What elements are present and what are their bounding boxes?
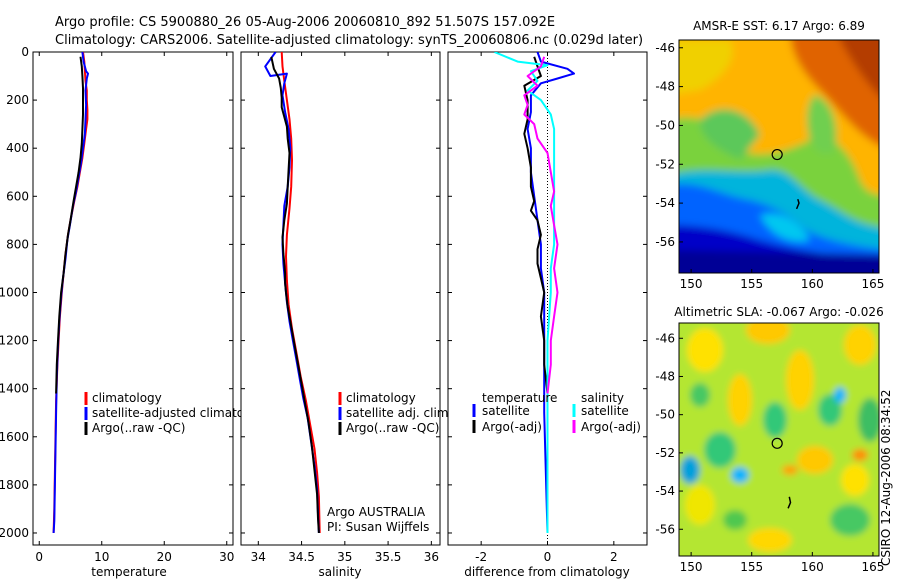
lat-tick-label: -54: [655, 196, 675, 210]
depth-tick-label: 1800: [0, 478, 29, 492]
depth-tick-label: 600: [6, 189, 29, 203]
sla-map-ticks: 150 155 160 165 -46 -48 -50 -52 -54 -56: [655, 331, 884, 574]
temperature-panel: 0 200 400 600 800 1000 1200 1400 1600 1800 2000 0 1…: [0, 45, 270, 579]
temperature-axis-ticks: 0 10 20 30: [35, 52, 234, 564]
legend-label-climatology: climatology: [92, 391, 162, 405]
lon-tick-label: 160: [801, 277, 824, 291]
salinity-axis-ticks: 34 34.5 35 35.5 36: [251, 52, 439, 564]
depth-tick-label: 1200: [0, 334, 29, 348]
x-tick-label: 0: [35, 550, 43, 564]
legend-label-argo: Argo(..raw -QC): [92, 421, 185, 435]
x-tick-label: 34: [251, 550, 266, 564]
difference-legend: temperature satellite Argo(-adj) salinit…: [472, 391, 641, 434]
sla-profile-location-marker: [771, 437, 783, 449]
salinity-depth-ticks: [241, 51, 440, 534]
x-tick-label: 20: [157, 550, 172, 564]
difference-panel: -2 0 2 difference from climatology tempera…: [447, 51, 648, 579]
lat-tick-label: -48: [655, 80, 675, 94]
legend-label-climatology: climatology: [346, 391, 416, 405]
sst-map-frame: [678, 39, 880, 274]
lon-tick-label: 165: [861, 277, 884, 291]
lat-tick-label: -48: [655, 369, 675, 383]
x-tick-label: 0: [544, 550, 552, 564]
lon-tick-label: 165: [861, 560, 884, 574]
series-line-climatology: [280, 52, 321, 534]
temperature-profiles: [52, 52, 89, 534]
depth-tick-label: 0: [21, 45, 29, 59]
salinity-legend: climatology satellite adj. clim. Argo(..…: [338, 391, 452, 435]
x-tick-label: 10: [94, 550, 109, 564]
sst-map-panel: AMSR-E SST: 6.17 Argo: 6.89 150 155 160 165…: [655, 19, 884, 291]
salinity-xlabel: salinity: [318, 565, 361, 579]
legend-label-satellite: satellite-adjusted climatology: [92, 406, 270, 420]
series-line-argo: [55, 56, 84, 394]
depth-tick-label: 1400: [0, 382, 29, 396]
sla-map-panel: Altimetric SLA: -0.067 Argo: -0.026: [655, 305, 884, 574]
lon-tick-label: 150: [680, 277, 703, 291]
temperature-legend: climatology satellite-adjusted climatolo…: [84, 391, 270, 435]
x-tick-label: 35.5: [375, 550, 402, 564]
header-line-2: Climatology: CARS2006. Satellite-adjuste…: [55, 33, 643, 48]
x-tick-label: 2: [610, 550, 618, 564]
legend-label-sal-satellite: satellite: [581, 404, 629, 418]
depth-tick-label: 200: [6, 93, 29, 107]
difference-depth-ticks: [448, 51, 647, 534]
lat-tick-label: -52: [655, 157, 675, 171]
salinity-profiles: [264, 52, 321, 534]
legend-label-satellite: satellite adj. clim.: [346, 406, 452, 420]
x-tick-label: -2: [475, 550, 487, 564]
depth-tick-label: 400: [6, 141, 29, 155]
lat-tick-label: -46: [655, 331, 675, 345]
lat-tick-label: -56: [655, 522, 675, 536]
depth-tick-label: 1600: [0, 430, 29, 444]
series-line-sal-argo: [523, 56, 559, 394]
depth-tick-label: 1000: [0, 285, 29, 299]
x-tick-label: 30: [219, 550, 234, 564]
sst-map-title: AMSR-E SST: 6.17 Argo: 6.89: [693, 19, 865, 33]
lat-tick-label: -50: [655, 118, 675, 132]
sst-heatmap: [679, 40, 879, 273]
legend-label-argo: Argo(..raw -QC): [346, 421, 439, 435]
lon-tick-label: 155: [740, 560, 763, 574]
pi-note: PI: Susan Wijffels: [327, 520, 429, 534]
legend-label-sal-argo: Argo(-adj): [581, 420, 641, 434]
lon-tick-label: 160: [801, 560, 824, 574]
difference-xlabel: difference from climatology: [464, 565, 630, 579]
x-tick-label: 36: [424, 550, 439, 564]
agency-note: Argo AUSTRALIA: [327, 505, 426, 519]
legend-label-temp-satellite: satellite: [482, 404, 530, 418]
lat-tick-label: -54: [655, 484, 675, 498]
difference-profiles: [494, 52, 575, 534]
sst-profile-location-marker: [771, 148, 783, 161]
depth-tick-label: 2000: [0, 526, 29, 540]
temperature-axes-frame: [32, 51, 234, 546]
depth-axis-ticks: 0 200 400 600 800 1000 1200 1400 1600 1800 2000: [0, 45, 233, 540]
sla-map-title: Altimetric SLA: -0.067 Argo: -0.026: [674, 305, 883, 319]
salinity-axes-frame: [240, 51, 441, 546]
lat-tick-label: -56: [655, 235, 675, 249]
lat-tick-label: -50: [655, 408, 675, 422]
sla-heatmap: [679, 323, 879, 556]
lon-tick-label: 150: [680, 560, 703, 574]
legend-group-salinity: salinity: [581, 391, 624, 405]
x-tick-label: 35: [337, 550, 352, 564]
series-line-sal-satellite: [494, 52, 556, 533]
x-tick-label: 34.5: [288, 550, 315, 564]
sst-float-track: [795, 198, 800, 210]
legend-label-temp-argo: Argo(-adj): [482, 420, 542, 434]
lat-tick-label: -46: [655, 41, 675, 55]
lat-tick-label: -52: [655, 446, 675, 460]
sst-map-ticks: 150 155 160 165 -46 -48 -50 -52 -54 -56: [655, 41, 884, 291]
lon-tick-label: 155: [740, 277, 763, 291]
header-line-1: Argo profile: CS 5900880_26 05-Aug-2006 …: [55, 15, 555, 30]
depth-tick-label: 800: [6, 237, 29, 251]
temperature-xlabel: temperature: [91, 565, 166, 579]
sla-float-track: [787, 496, 792, 509]
series-line-argo: [270, 56, 320, 534]
legend-group-temperature: temperature: [482, 391, 557, 405]
side-timestamp-label: CSIRO 12-Aug-2006 08:34:52: [879, 390, 893, 566]
salinity-panel: 34 34.5 35 35.5 36 salinity climatology sate…: [240, 51, 452, 579]
sla-map-frame: [678, 322, 880, 557]
